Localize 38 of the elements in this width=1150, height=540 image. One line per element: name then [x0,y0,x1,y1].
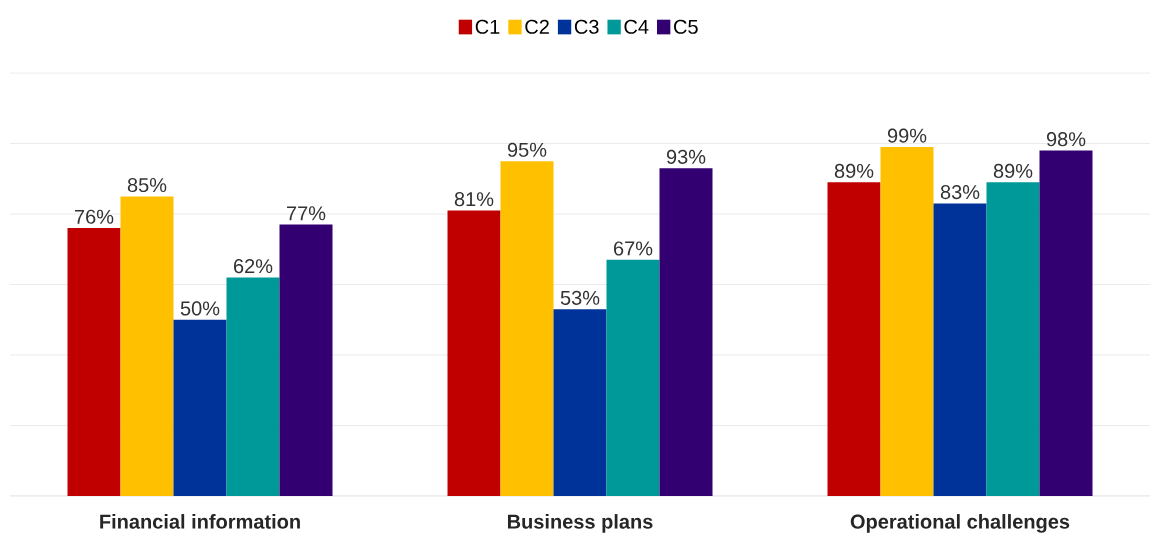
x-tick-label: Financial information [100,514,300,529]
data-label: 83% [940,185,980,200]
bar [933,203,987,496]
data-label: 67% [614,241,653,256]
legend-label: C3 [574,19,599,34]
data-label: 81% [454,192,494,207]
data-label: 76% [75,209,114,224]
data-label: 85% [127,177,167,193]
bar [986,182,1040,496]
bar [553,309,607,496]
bar [226,277,280,496]
data-label: 93% [666,149,706,164]
legend-label: C4 [624,19,649,34]
bar [827,182,881,496]
legend-label: C1 [475,19,500,34]
legend-label: C2 [525,19,549,34]
bar [1039,150,1093,496]
data-label: 99% [887,128,927,143]
bar [279,224,333,496]
bar [606,259,660,496]
bar [447,210,501,496]
legend-label: C5 [674,19,698,34]
bar [880,147,934,496]
x-tick-label: Operational challenges [850,514,1070,533]
data-label: 77% [287,206,326,221]
bar [173,319,227,496]
x-tick-label: Business plans [507,514,653,533]
bar [67,228,121,496]
data-label: 50% [180,301,220,316]
data-label: 89% [834,163,874,178]
data-label: 53% [560,290,600,305]
bar [500,161,554,496]
data-label: 95% [507,142,547,157]
bar [120,196,174,496]
bar [659,168,713,496]
data-label: 98% [1046,132,1086,147]
data-label: 62% [234,259,273,274]
data-label: 89% [993,163,1033,178]
